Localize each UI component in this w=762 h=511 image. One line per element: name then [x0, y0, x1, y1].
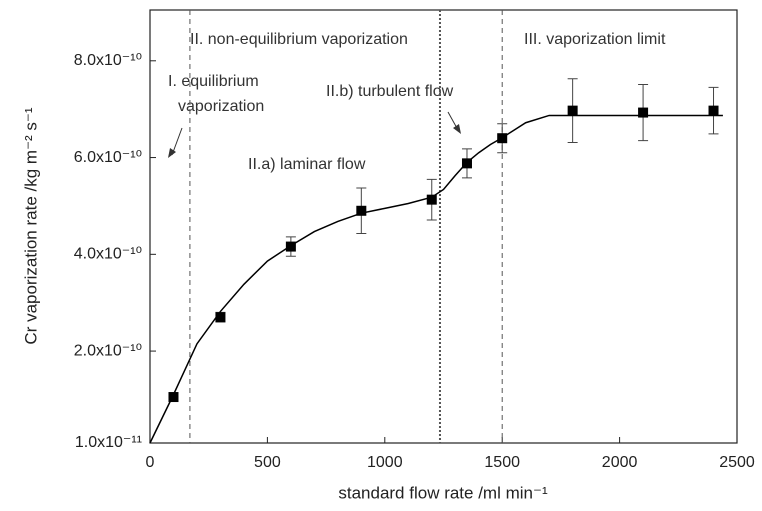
y-tick-label: 6.0x10⁻¹⁰	[74, 149, 142, 166]
y-axis-label: Cr vaporization rate /kg m⁻² s⁻¹	[21, 107, 40, 344]
x-tick-label: 2500	[719, 454, 755, 471]
data-point	[567, 105, 578, 116]
annotation: II.b) turbulent flow	[326, 83, 454, 100]
fit-line	[149, 114, 723, 444]
data-point	[168, 392, 179, 403]
x-tick-label: 0	[146, 454, 155, 471]
annotation: II.a) laminar flow	[248, 156, 366, 173]
plot-frame	[149, 9, 738, 444]
data-point	[356, 205, 367, 216]
x-tick-label: 1000	[367, 454, 403, 471]
annotation: III. vaporization limit	[524, 31, 666, 48]
annotation: vaporization	[178, 98, 264, 115]
x-tick-label: 1500	[484, 454, 520, 471]
x-tick-label: 500	[254, 454, 281, 471]
arrow-head	[168, 148, 176, 158]
data-point	[285, 241, 296, 252]
x-axis-label: standard flow rate /ml min⁻¹	[338, 483, 548, 502]
data-point	[708, 105, 719, 116]
arrow-head	[453, 124, 461, 134]
y-tick-label: 8.0x10⁻¹⁰	[74, 52, 142, 69]
data-point	[215, 312, 226, 323]
data-point	[638, 107, 649, 118]
y-tick-label: 1.0x10⁻¹¹	[75, 434, 142, 451]
y-tick-label: 2.0x10⁻¹⁰	[74, 342, 142, 359]
y-tick-label: 4.0x10⁻¹⁰	[74, 246, 142, 263]
annotation: II. non-equilibrium vaporization	[190, 31, 408, 48]
annotation: I. equilibrium	[168, 73, 259, 90]
x-tick-label: 2000	[602, 454, 638, 471]
data-point	[426, 194, 437, 205]
